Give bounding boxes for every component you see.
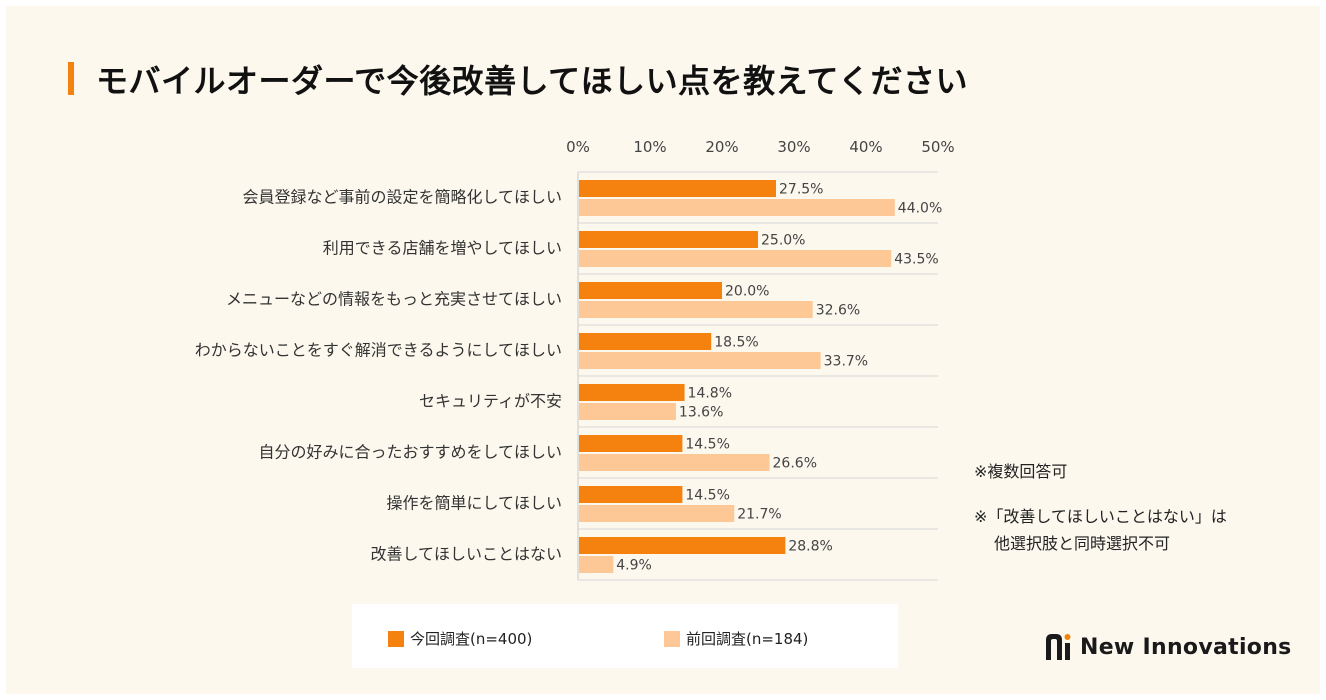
value-label-current: 27.5%: [779, 182, 823, 198]
x-tick-label: 20%: [705, 138, 738, 156]
bar-current: [579, 282, 722, 299]
legend-label-previous: 前回調査(n=184): [686, 630, 809, 648]
bar-current: [579, 231, 758, 248]
value-label-previous: 32.6%: [816, 303, 860, 319]
bar-previous: [579, 199, 895, 216]
bar-current: [579, 333, 712, 350]
x-tick-label: 50%: [921, 138, 954, 156]
bar-current: [579, 435, 683, 452]
legend-label-current: 今回調査(n=400): [410, 630, 533, 648]
bar-previous: [579, 556, 614, 573]
chart-title: モバイルオーダーで今後改善してほしい点を教えてください: [96, 62, 969, 100]
brand-logo-icon: [1046, 634, 1071, 660]
x-tick-label: 40%: [849, 138, 882, 156]
legend-item-current: 今回調査(n=400): [388, 628, 532, 649]
brand-name: New Innovations: [1080, 634, 1292, 660]
value-label-current: 14.5%: [685, 437, 729, 453]
category-label: 会員登録など事前の設定を簡略化してほしい: [242, 188, 562, 207]
value-label-previous: 44.0%: [898, 201, 942, 217]
note-exclusive-line2: 他選択肢と同時選択不可: [994, 534, 1171, 553]
bar-previous: [579, 403, 676, 420]
value-label-previous: 43.5%: [894, 252, 938, 268]
bar-previous: [579, 454, 770, 471]
bar-current: [579, 384, 685, 401]
legend: 今回調査(n=400) 前回調査(n=184): [352, 604, 898, 668]
x-tick-label: 10%: [633, 138, 666, 156]
value-label-current: 18.5%: [714, 335, 758, 351]
value-label-previous: 33.7%: [824, 354, 868, 370]
value-label-previous: 26.6%: [773, 456, 817, 472]
value-label-current: 28.8%: [788, 539, 832, 555]
category-label: 利用できる店舗を増やしてほしい: [323, 239, 562, 258]
legend-swatch-previous: [664, 630, 680, 647]
category-label: わからないことをすぐ解消できるようにしてほしい: [195, 341, 562, 360]
value-label-previous: 13.6%: [679, 405, 723, 421]
brand-logo: New Innovations: [1044, 632, 1292, 662]
legend-item-previous: 前回調査(n=184): [664, 628, 808, 649]
x-tick-label: 30%: [777, 138, 810, 156]
title-accent-bar: [68, 62, 74, 95]
category-label: メニューなどの情報をもっと充実させてほしい: [226, 290, 562, 309]
value-label-current: 14.8%: [688, 386, 732, 402]
category-label: 操作を簡単にしてほしい: [386, 494, 562, 513]
value-label-previous: 4.9%: [616, 558, 652, 574]
bar-previous: [579, 301, 813, 318]
bar-current: [579, 180, 776, 197]
category-label: セキュリティが不安: [419, 392, 562, 411]
value-label-current: 20.0%: [725, 284, 769, 300]
x-tick-label: 0%: [566, 138, 590, 156]
bar-current: [579, 486, 683, 503]
value-label-current: 14.5%: [685, 488, 729, 504]
bar-current: [579, 537, 786, 554]
note-multiple-answers: ※複数回答可: [974, 462, 1068, 481]
category-label: 改善してほしいことはない: [370, 545, 562, 564]
bar-previous: [579, 505, 735, 522]
category-label: 自分の好みに合ったおすすめをしてほしい: [258, 443, 562, 462]
value-label-previous: 21.7%: [737, 507, 781, 523]
bar-previous: [579, 352, 821, 369]
legend-swatch-current: [388, 630, 404, 647]
value-label-current: 25.0%: [761, 233, 805, 249]
note-exclusive-line1: ※「改善してほしいことはない」は: [974, 507, 1227, 526]
bar-previous: [579, 250, 892, 267]
